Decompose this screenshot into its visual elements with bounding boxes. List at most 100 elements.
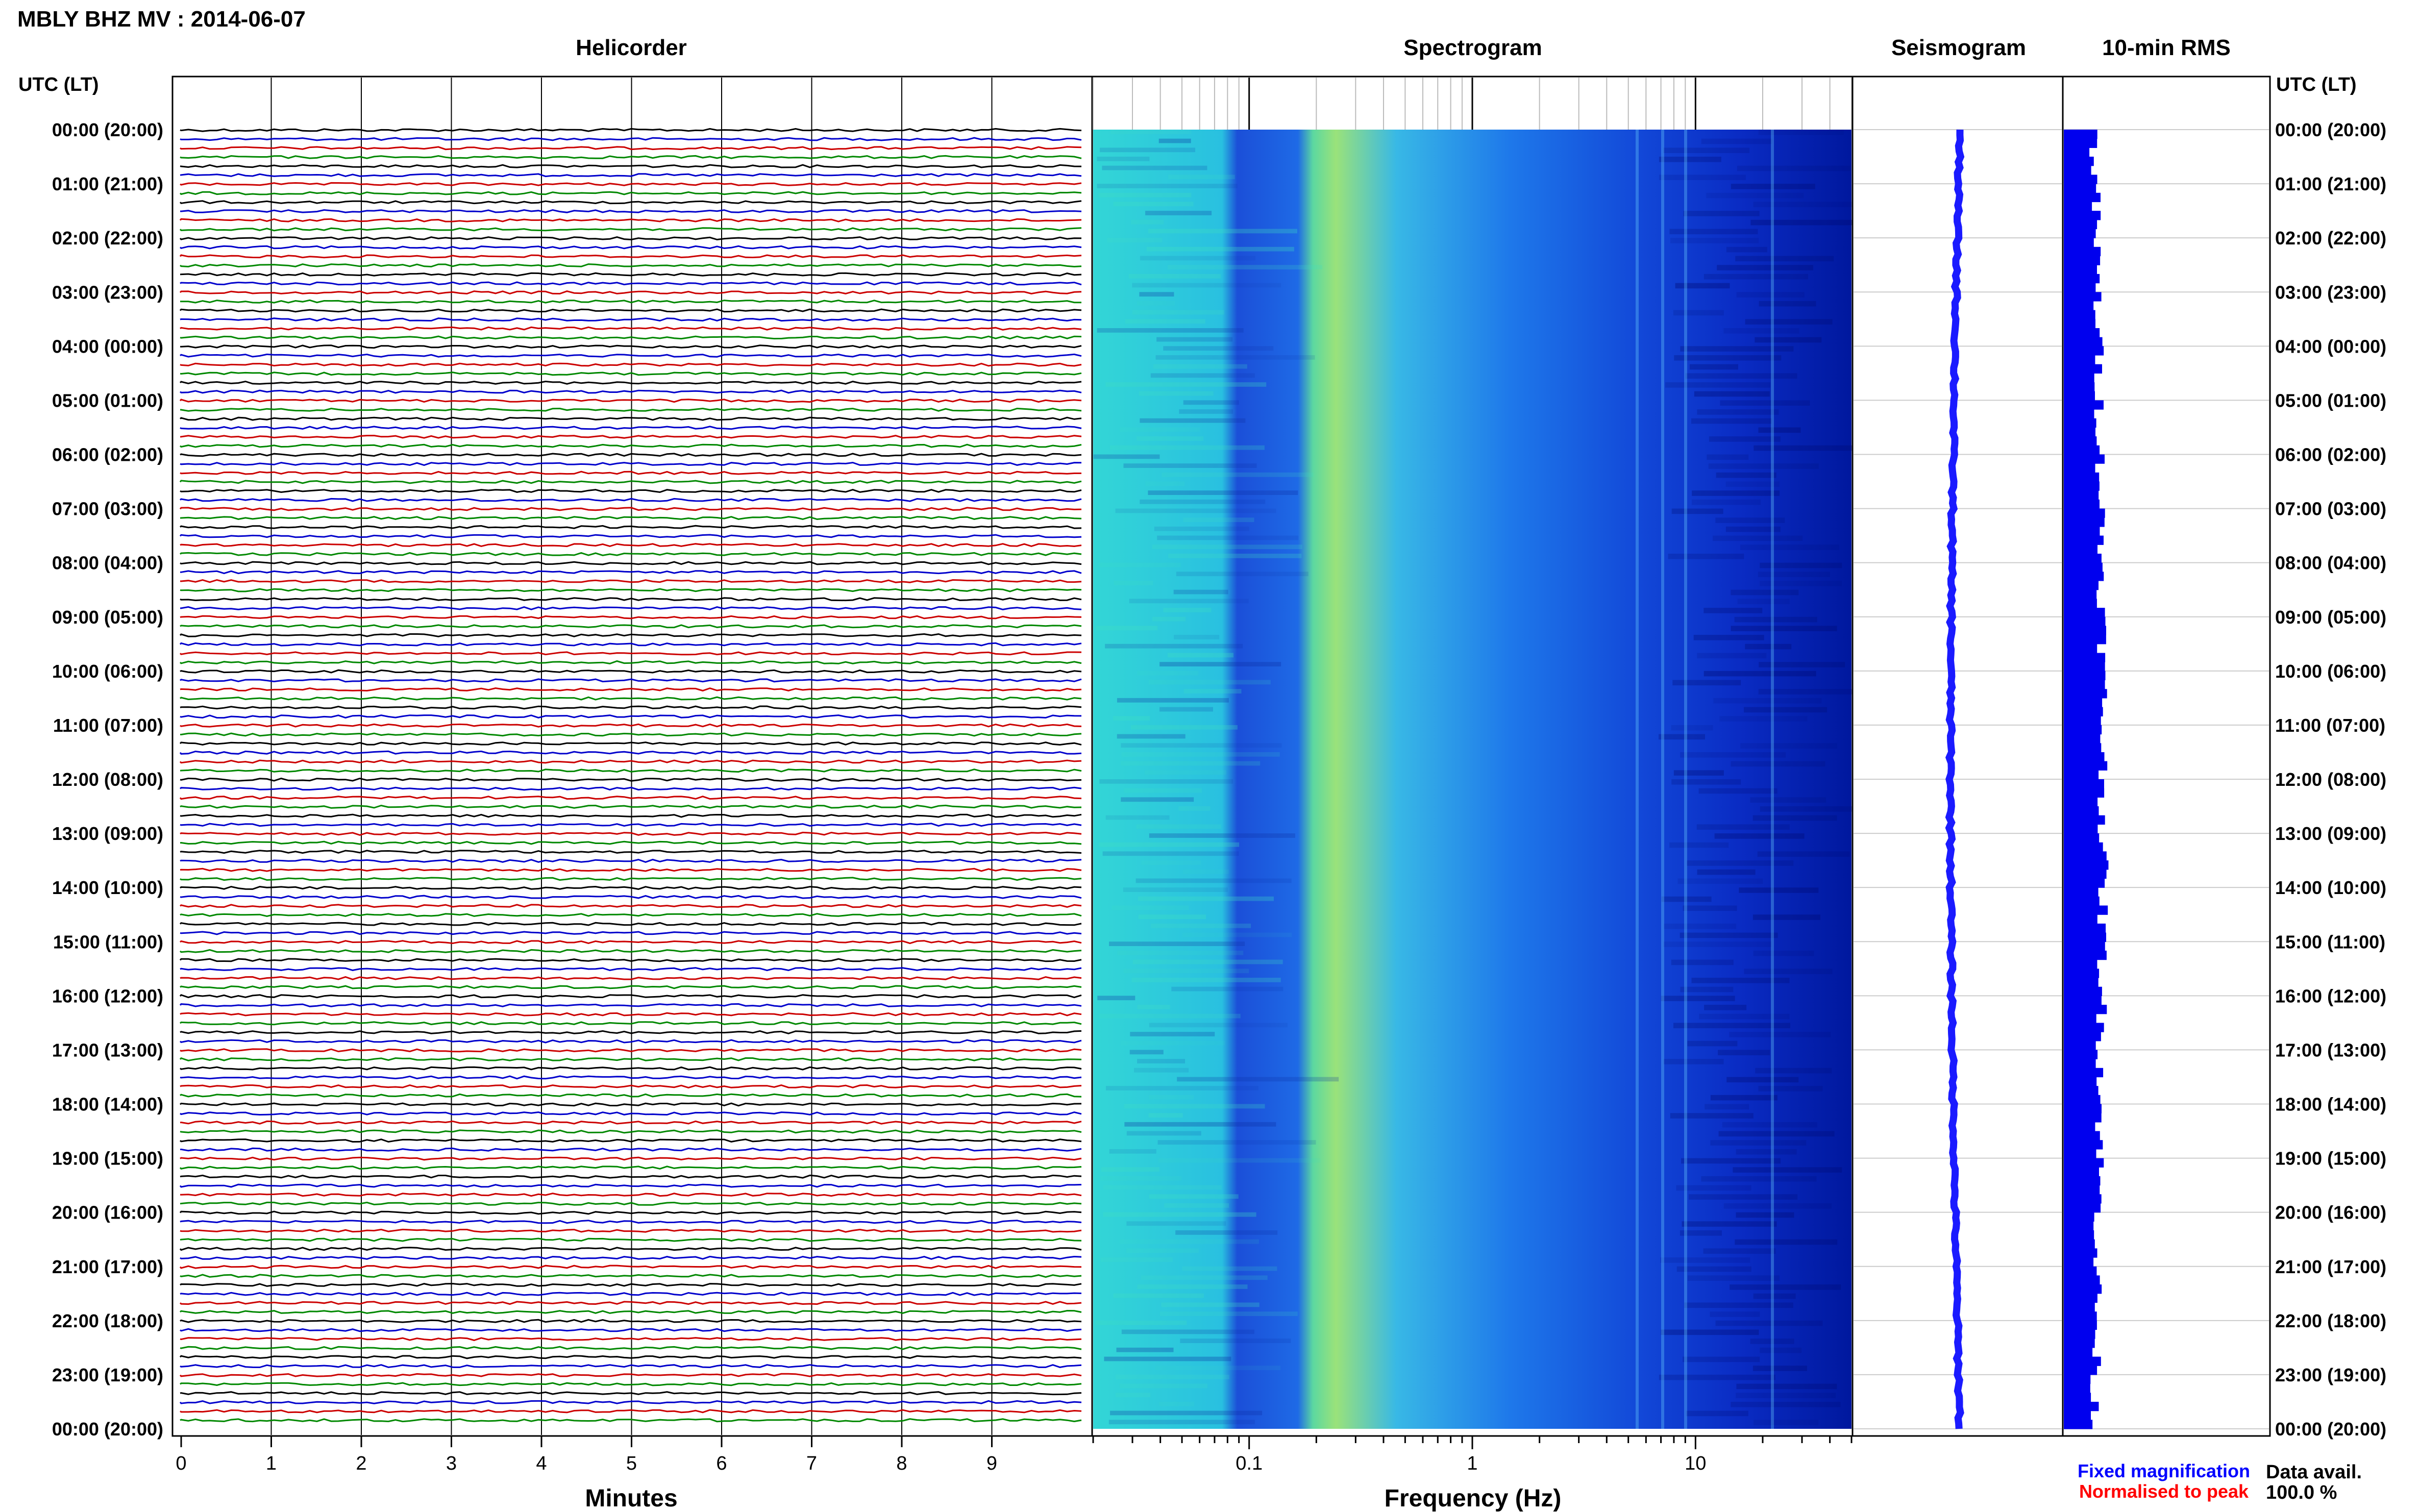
spectrogram-row: [1159, 1311, 1298, 1316]
minutes-axis-label: Minutes: [585, 1485, 677, 1512]
helicorder-trace: [180, 461, 1082, 466]
helicorder-trace: [179, 200, 1082, 205]
helicorder-trace: [179, 1166, 1082, 1170]
frequency-tick-label: 0.1: [1236, 1453, 1263, 1474]
seismogram-trace: [1945, 129, 1965, 1429]
spectrogram-row: [1113, 716, 1150, 721]
spectrogram-row: [1102, 165, 1207, 170]
spectrogram-row: [1725, 481, 1780, 487]
spectrogram-row: [1121, 752, 1280, 757]
helicorder-trace: [180, 1282, 1082, 1287]
spectrogram-row: [1757, 851, 1850, 857]
spectrogram-row: [1159, 662, 1281, 666]
spectrogram-row: [1097, 996, 1136, 1001]
spectrogram-row: [1130, 1032, 1215, 1036]
spectrogram-row: [1151, 923, 1251, 928]
helicorder-trace: [180, 164, 1082, 168]
rms-bar: [2064, 292, 2102, 302]
spectrogram-row: [1132, 310, 1224, 315]
spectrogram-row: [1680, 752, 1786, 758]
rms-bar: [2064, 1275, 2100, 1285]
rms-bar: [2064, 1131, 2100, 1141]
helicorder-trace: [180, 570, 1082, 575]
rms-bar: [2064, 499, 2100, 509]
spectrogram-row: [1134, 1068, 1189, 1073]
spectrogram-row: [1148, 1113, 1183, 1118]
spectrogram-row: [1680, 346, 1794, 352]
spectrogram-row: [1758, 130, 1844, 135]
spectrogram-row: [1105, 382, 1267, 387]
spectrogram-row: [1105, 815, 1170, 820]
spectrogram-row: [1144, 770, 1226, 775]
spectrogram-row: [1680, 986, 1734, 993]
spectrogram-row: [1737, 165, 1851, 171]
spectrogram-row: [1183, 400, 1239, 405]
spectrogram-row: [1155, 355, 1315, 360]
spectrogram-row: [1157, 1140, 1316, 1145]
spectrogram-row: [1675, 283, 1730, 289]
spectrogram-row: [1097, 157, 1150, 161]
helicorder-trace: [180, 885, 1082, 890]
rms-bar: [2064, 436, 2097, 446]
spectrogram-x-ticks: 0.1 1 10: [1092, 1436, 1853, 1474]
spectrogram-row: [1183, 689, 1242, 693]
time-label-left: 05:00 (01:00): [52, 390, 163, 411]
spectrogram-row: [1750, 1339, 1794, 1344]
spectrogram-row: [1101, 1257, 1173, 1262]
spectrogram-row: [1171, 986, 1283, 992]
time-label-left: 13:00 (09:00): [52, 823, 163, 844]
spectrogram-row: [1113, 1293, 1204, 1298]
helicorder-title: Helicorder: [576, 35, 687, 60]
rms-bar: [2064, 662, 2105, 672]
spectrogram-row: [1758, 427, 1801, 433]
time-label-right: 04:00 (00:00): [2275, 336, 2386, 357]
rms-bar: [2064, 1023, 2104, 1032]
helicorder-trace: [180, 687, 1082, 692]
spectrogram-row: [1689, 1194, 1798, 1200]
spectrogram-row: [1745, 643, 1792, 650]
spectrogram-row: [1687, 1275, 1780, 1281]
spectrogram-row: [1752, 914, 1820, 920]
spectrogram-row: [1177, 1077, 1339, 1082]
helicorder-trace: [179, 642, 1082, 647]
helicorder-frame: [171, 76, 1093, 1437]
spectrogram-row: [1120, 427, 1200, 432]
helicorder-trace: [180, 1075, 1082, 1080]
helicorder-trace: [180, 678, 1082, 683]
rms-bar: [2064, 256, 2101, 265]
spectrogram-row: [1109, 445, 1265, 450]
helicorder-trace: [180, 245, 1082, 250]
spectrogram-row: [1100, 1176, 1182, 1181]
rms-bar: [2064, 283, 2096, 292]
time-label-right: 23:00 (19:00): [2275, 1365, 2386, 1385]
helicorder-trace: [179, 507, 1082, 511]
rms-bar: [2064, 138, 2097, 148]
helicorder-trace: [180, 1156, 1082, 1161]
rms-bar: [2064, 869, 2107, 879]
helicorder-trace: [179, 759, 1082, 764]
helicorder-trace: [179, 236, 1082, 241]
spectrogram-row: [1141, 860, 1201, 865]
spectrogram-row: [1723, 328, 1799, 334]
normalised-to-peak-label: Normalised to peak: [2079, 1481, 2249, 1502]
time-label-right: 18:00 (14:00): [2275, 1094, 2386, 1115]
helicorder-trace: [180, 931, 1082, 935]
spectrogram-row: [1680, 932, 1778, 938]
spectrogram-top-ticks: [1093, 78, 1852, 130]
helicorder-trace: [180, 588, 1082, 592]
spectrogram-row: [1096, 626, 1158, 631]
spectrogram-row: [1719, 716, 1808, 722]
spectrogram-row: [1137, 671, 1199, 676]
time-label-left: 20:00 (16:00): [52, 1202, 163, 1223]
spectrogram-row: [1659, 175, 1746, 180]
spectrogram-row: [1168, 265, 1323, 269]
rms-bar: [2064, 950, 2107, 960]
spectrogram-row: [1129, 1050, 1164, 1055]
rms-bar: [2064, 1284, 2102, 1294]
spectrogram-band: [1684, 130, 1687, 1429]
rms-bar: [2064, 1095, 2101, 1105]
rms-bar: [2064, 959, 2097, 969]
spectrogram-row: [1753, 950, 1814, 956]
spectrogram-row: [1691, 978, 1790, 983]
spectrogram-band: [1771, 130, 1774, 1429]
